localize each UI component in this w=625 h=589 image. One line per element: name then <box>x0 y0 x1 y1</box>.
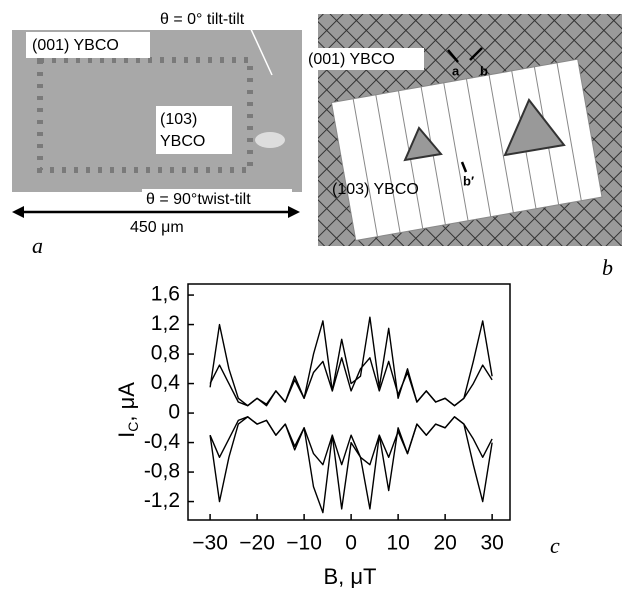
annotation: θ = 90°twist-tilt <box>146 191 251 208</box>
axis-letter: b′ <box>463 173 474 188</box>
y-tick-label: -0,4 <box>144 430 181 453</box>
grain-103 <box>330 58 603 242</box>
y-tick-label: 1,6 <box>151 283 180 306</box>
series-line <box>209 357 493 407</box>
panel-label: b <box>602 255 613 280</box>
x-tick-label: 10 <box>386 532 409 555</box>
y-label-unit: , μA <box>114 382 139 422</box>
x-tick-label: 0 <box>345 532 357 555</box>
panel-a: (001) YBCO θ = 0° tilt-tilt (103) YBCO θ… <box>12 11 302 258</box>
arrow <box>249 26 273 76</box>
x-axis-label: B, μT <box>323 564 376 589</box>
label-box <box>142 189 292 211</box>
label-box <box>156 106 232 154</box>
series-line <box>209 316 493 407</box>
annotation: (103) <box>160 111 197 128</box>
panel-label: c <box>550 533 560 558</box>
annotation: (001) YBCO <box>32 37 119 54</box>
chart: c B, μT IC, μA 1,6 1,2 0,8 0,4 0 -0,4 -0,8 -1,2… <box>114 283 560 589</box>
x-tick-label: −20 <box>239 532 275 555</box>
bright-spot <box>255 132 285 148</box>
panel-label: a <box>32 233 43 258</box>
y-tick-label: -0,8 <box>144 460 180 483</box>
axis-letter: b <box>480 63 488 78</box>
y-tick-label: 1,2 <box>151 312 180 335</box>
x-tick-label: 30 <box>480 532 503 555</box>
label-box <box>306 48 424 70</box>
y-axis-label: IC, μA <box>114 382 141 438</box>
axis-arrows <box>447 47 483 173</box>
y-tick-label: 0 <box>168 401 180 424</box>
x-tick-label: −10 <box>286 532 322 555</box>
y-tick-label: 0,8 <box>151 342 180 365</box>
axis-letter: a <box>452 63 460 78</box>
annotation: θ = 0° tilt-tilt <box>160 11 245 28</box>
annotation: (001) YBCO <box>308 51 395 68</box>
annotation: (103) YBCO <box>332 181 419 198</box>
annotation: YBCO <box>160 133 205 150</box>
scale-label: 450 μm <box>130 219 184 236</box>
panel-b: (001) YBCO (103) YBCO a b b′ b <box>306 14 622 280</box>
y-label-main: I <box>114 432 139 438</box>
triangle <box>503 98 566 157</box>
x-tick-label: 20 <box>433 532 456 555</box>
label-box <box>26 32 150 58</box>
y-label-sub: C <box>125 422 141 432</box>
series-line <box>209 416 493 466</box>
triangle <box>403 126 443 162</box>
grain-outline <box>37 57 253 173</box>
y-tick-label: 0,4 <box>151 371 181 394</box>
x-tick-label: −30 <box>192 532 228 555</box>
y-tick-label: -1,2 <box>144 489 180 512</box>
series-line <box>209 416 493 514</box>
plot-frame <box>187 283 511 521</box>
